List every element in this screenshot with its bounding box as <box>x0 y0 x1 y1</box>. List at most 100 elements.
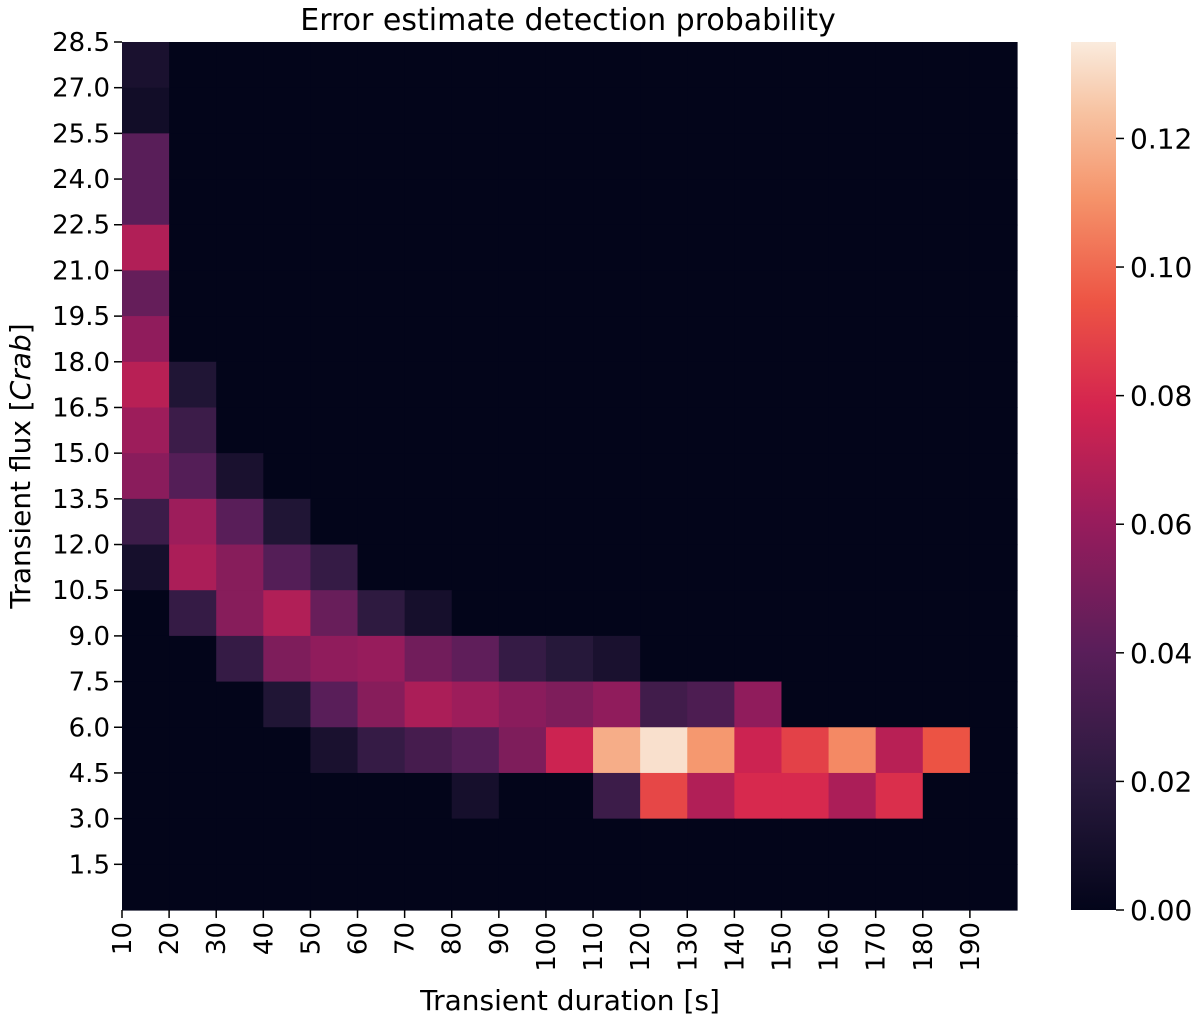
heatmap-cell <box>969 681 1018 728</box>
heatmap-cell <box>498 407 547 454</box>
heatmap-cell <box>310 87 359 134</box>
heatmap-cell <box>687 864 735 911</box>
heatmap-cell <box>216 544 264 591</box>
heatmap-cell <box>498 87 547 134</box>
heatmap-cell <box>310 224 359 272</box>
heatmap-cell <box>357 87 406 134</box>
heatmap-cell <box>169 179 217 226</box>
x-tick-label: 100 <box>532 922 562 972</box>
heatmap-cell <box>498 772 547 820</box>
heatmap-cell <box>122 42 170 89</box>
heatmap-cell <box>169 498 217 546</box>
heatmap-cell <box>875 635 924 683</box>
heatmap-cell <box>169 87 217 134</box>
heatmap-cell <box>404 133 453 180</box>
heatmap-cell <box>404 316 453 363</box>
heatmap-cell <box>169 727 217 774</box>
heatmap-cell <box>922 133 971 180</box>
heatmap-cell <box>545 87 594 134</box>
heatmap-cell <box>451 133 500 180</box>
heatmap-cell <box>216 635 264 683</box>
heatmap-cell <box>593 224 641 272</box>
x-tick-label: 40 <box>249 922 279 955</box>
heatmap-cell <box>640 361 688 409</box>
heatmap-cell <box>875 361 924 409</box>
heatmap-cell <box>875 453 924 500</box>
heatmap-cell <box>122 361 170 409</box>
heatmap-cell <box>828 864 877 911</box>
x-tick-label: 170 <box>862 922 892 972</box>
heatmap-cell <box>310 361 359 409</box>
heatmap-cell <box>781 133 830 180</box>
heatmap-cell <box>216 270 264 317</box>
heatmap-cell <box>545 864 594 911</box>
heatmap-cell <box>687 316 735 363</box>
heatmap-cell <box>404 224 453 272</box>
heatmap-cell <box>404 772 453 820</box>
y-tick-label: 6.0 <box>69 713 110 743</box>
heatmap-cell <box>922 224 971 272</box>
heatmap-cell <box>498 42 547 89</box>
x-tick-label: 190 <box>956 922 986 972</box>
heatmap-cell <box>404 727 453 774</box>
heatmap-cell <box>969 361 1018 409</box>
heatmap-cells <box>122 42 1018 911</box>
colorbar-tick-label: 0.04 <box>1130 637 1192 670</box>
heatmap-cell <box>969 590 1018 637</box>
heatmap-cell <box>216 407 264 454</box>
heatmap-cell <box>875 681 924 728</box>
heatmap-cell <box>451 179 500 226</box>
heatmap-cell <box>545 224 594 272</box>
heatmap-cell <box>357 42 406 89</box>
heatmap-cell <box>545 270 594 317</box>
heatmap-cell <box>263 224 312 272</box>
x-tick-label: 160 <box>815 922 845 972</box>
colorbar-tick-label: 0.00 <box>1130 894 1192 927</box>
heatmap-cell <box>875 727 924 774</box>
heatmap-cell <box>310 316 359 363</box>
heatmap-cell <box>593 635 641 683</box>
heatmap-cell <box>640 453 688 500</box>
heatmap-cell <box>687 453 735 500</box>
heatmap-cell <box>216 133 264 180</box>
heatmap-cell <box>545 316 594 363</box>
heatmap-cell <box>263 179 312 226</box>
heatmap-cell <box>640 772 688 820</box>
heatmap-cell <box>216 498 264 546</box>
heatmap-cell <box>828 681 877 728</box>
heatmap-cell <box>828 133 877 180</box>
y-axis-ticks: 1.5 3.0 4.5 6.0 7.5 9.0 10.5 12.0 13.5 15.0 16.5 18… <box>52 28 122 880</box>
heatmap-cell <box>687 133 735 180</box>
heatmap-cell <box>640 590 688 637</box>
heatmap-cell <box>922 818 971 865</box>
heatmap-cell <box>922 544 971 591</box>
heatmap-cell <box>734 681 783 728</box>
heatmap-cell <box>498 635 547 683</box>
heatmap-cell <box>875 772 924 820</box>
heatmap-cell <box>122 635 170 683</box>
heatmap-cell <box>593 727 641 774</box>
heatmap-cell <box>404 453 453 500</box>
heatmap-cell <box>781 772 830 820</box>
x-tick-label: 150 <box>767 922 797 972</box>
heatmap-cell <box>969 635 1018 683</box>
heatmap-cell <box>545 42 594 89</box>
heatmap-cell <box>734 179 783 226</box>
heatmap-cell <box>875 544 924 591</box>
heatmap-cell <box>969 498 1018 546</box>
heatmap-cell <box>687 361 735 409</box>
colorbar-tick-label: 0.02 <box>1130 765 1192 798</box>
heatmap-cell <box>216 864 264 911</box>
colorbar-ticks: 0.00 0.02 0.04 0.06 0.08 0.10 0.12 <box>1116 122 1192 927</box>
heatmap-cell <box>781 818 830 865</box>
heatmap-cell <box>216 179 264 226</box>
heatmap-cell <box>545 544 594 591</box>
heatmap-cell <box>122 224 170 272</box>
y-tick-label: 9.0 <box>69 622 110 652</box>
heatmap-cell <box>263 407 312 454</box>
heatmap-cell <box>828 270 877 317</box>
heatmap-cell <box>875 87 924 134</box>
heatmap-cell <box>216 87 264 134</box>
x-tick-label: 60 <box>344 922 374 955</box>
y-tick-label: 16.5 <box>52 393 110 423</box>
